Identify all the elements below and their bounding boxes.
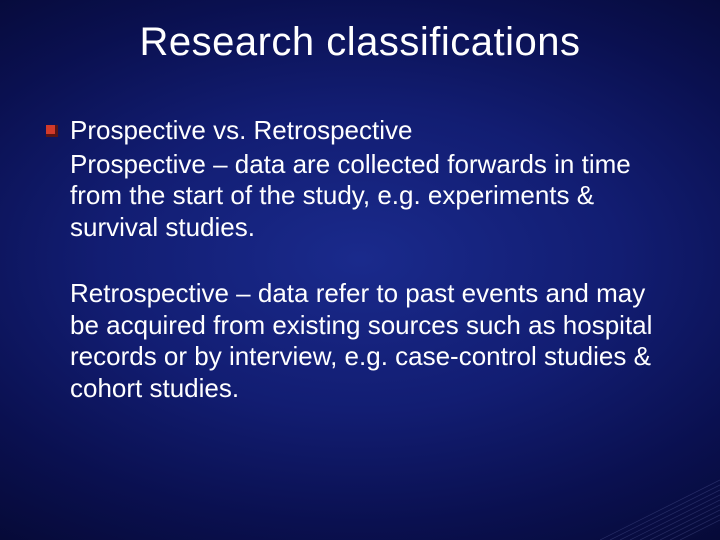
slide: Research classifications Prospective vs.… (0, 0, 720, 540)
square-bullet-icon (46, 125, 58, 137)
paragraph-gap (46, 244, 670, 278)
slide-title: Research classifications (0, 20, 720, 65)
decorative-corner-lines-icon (600, 420, 720, 540)
slide-body: Prospective vs. Retrospective Prospectiv… (46, 115, 670, 405)
bullet-heading-text: Prospective vs. Retrospective (70, 115, 412, 147)
bullet-item: Prospective vs. Retrospective (46, 115, 670, 147)
paragraph-retrospective: Retrospective – data refer to past event… (70, 278, 670, 405)
paragraph-prospective: Prospective – data are collected forward… (70, 149, 670, 244)
